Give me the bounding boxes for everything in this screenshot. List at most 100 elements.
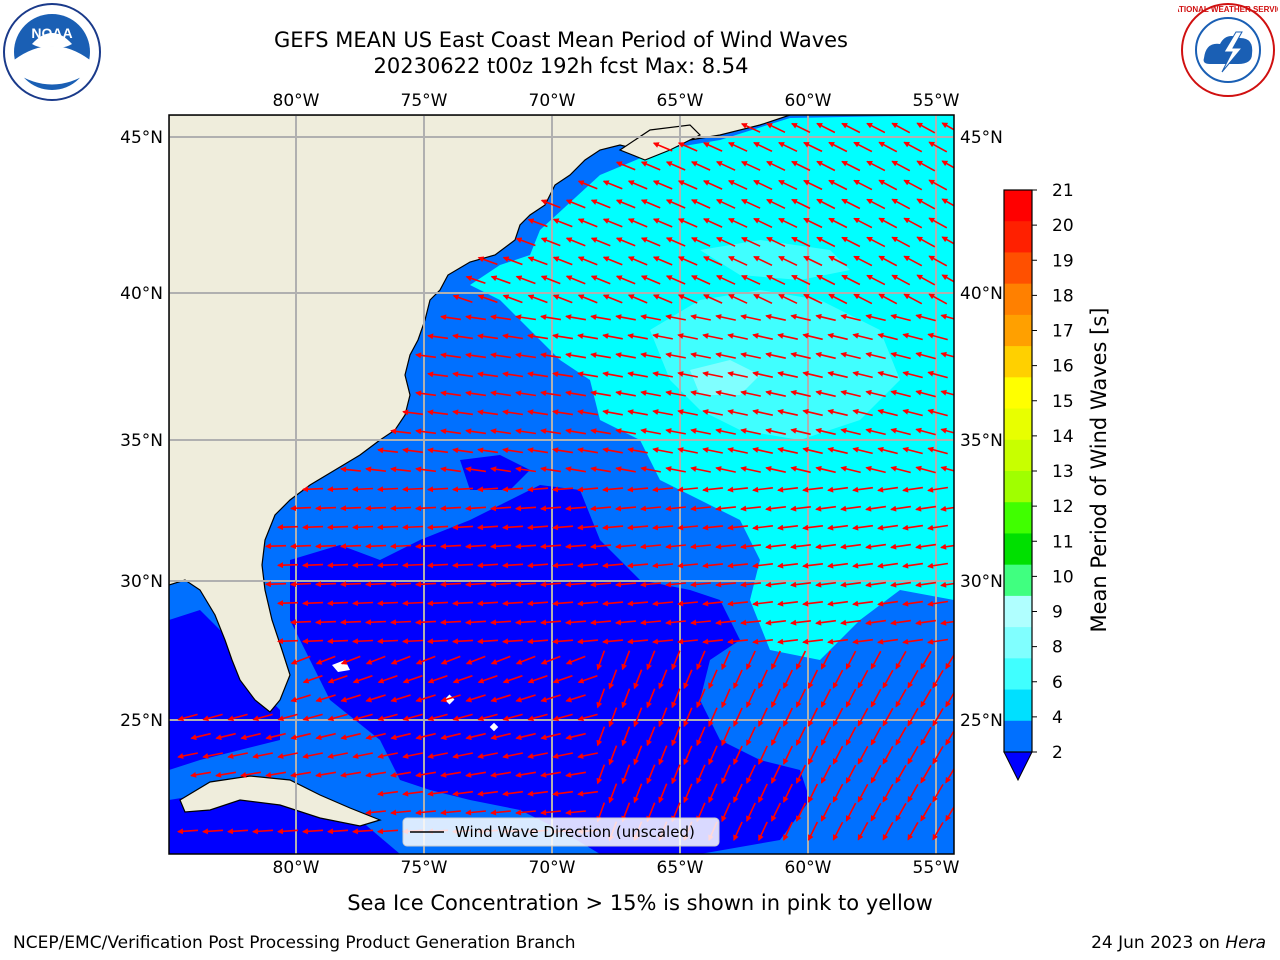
wind-arrow <box>621 688 631 709</box>
map-panel <box>169 115 954 854</box>
wind-arrow <box>465 694 486 703</box>
wind-arrow <box>753 293 773 305</box>
wind-arrow <box>690 466 711 473</box>
wind-arrow <box>640 161 661 171</box>
wind-arrow <box>702 447 723 454</box>
wind-arrow <box>502 674 523 684</box>
wind-arrow <box>415 352 437 359</box>
wind-arrow <box>890 505 912 512</box>
wind-arrow <box>477 447 499 454</box>
wind-arrow <box>640 619 662 626</box>
colorbar-tick-label: 19 <box>1052 251 1074 271</box>
chart-title: GEFS MEAN US East Coast Mean Period of W… <box>274 28 848 52</box>
wind-arrow <box>302 674 323 684</box>
wind-arrow <box>852 408 873 417</box>
wind-arrow <box>927 562 949 569</box>
lon-tick-label: 70°W <box>529 91 576 111</box>
wind-arrow <box>696 764 706 785</box>
wind-arrow <box>365 694 386 703</box>
wind-arrow <box>715 581 736 588</box>
wind-arrow <box>290 505 312 512</box>
wind-arrow <box>665 428 686 435</box>
wind-arrow <box>777 524 798 531</box>
wind-arrow <box>791 198 811 210</box>
wind-arrow <box>877 446 898 455</box>
wind-arrow <box>552 333 574 340</box>
wind-arrow <box>795 688 807 708</box>
wind-arrow <box>365 619 387 626</box>
wind-arrow <box>490 771 512 778</box>
wind-arrow <box>752 486 773 493</box>
wind-arrow <box>252 752 273 759</box>
wind-arrow <box>427 752 448 759</box>
wind-arrow <box>795 764 807 784</box>
wind-arrow <box>916 236 936 248</box>
wind-arrow <box>857 821 869 841</box>
wind-arrow <box>895 688 907 708</box>
wind-arrow <box>727 486 748 493</box>
wind-arrow <box>827 370 848 379</box>
wind-arrow <box>677 638 698 645</box>
wind-arrow <box>770 802 782 822</box>
wind-arrow <box>615 581 637 588</box>
wind-arrow <box>452 562 474 569</box>
wind-arrow <box>790 581 811 588</box>
wind-arrow <box>652 638 674 645</box>
wind-arrow <box>590 199 611 209</box>
wind-arrow <box>853 141 873 153</box>
wind-arrow <box>377 600 399 607</box>
wind-arrow <box>252 828 274 835</box>
wind-arrow <box>340 466 361 473</box>
wind-arrow <box>215 771 237 778</box>
wind-arrow <box>552 790 574 797</box>
wind-arrow <box>240 771 262 778</box>
wind-arrow <box>440 771 462 778</box>
colorbar-segment <box>1004 314 1032 347</box>
wind-arrow <box>702 562 723 569</box>
lon-tick-label: 70°W <box>529 858 576 878</box>
wind-arrow <box>327 713 348 722</box>
wind-arrow <box>940 389 954 396</box>
wind-arrow <box>903 217 923 229</box>
wind-arrow <box>841 160 861 172</box>
wind-arrow <box>752 370 773 378</box>
wind-arrow <box>827 408 848 417</box>
lat-tick-label: 45°N <box>120 128 163 148</box>
wind-arrow <box>427 486 449 493</box>
wind-arrow <box>427 600 449 607</box>
colorbar-segment <box>1004 377 1032 410</box>
wind-arrow <box>540 275 561 285</box>
wind-arrow <box>652 180 673 190</box>
lat-tick-label: 40°N <box>120 284 163 304</box>
wind-arrow <box>752 562 773 569</box>
wind-arrow <box>740 237 761 247</box>
wind-arrow <box>315 771 337 778</box>
wind-arrow <box>865 581 887 588</box>
wind-arrow <box>527 674 548 684</box>
wind-arrow <box>390 466 411 473</box>
wind-arrow <box>633 745 643 766</box>
wind-arrow <box>927 370 948 379</box>
wind-arrow <box>807 707 819 727</box>
wind-arrow <box>415 581 437 588</box>
wind-arrow <box>677 409 698 416</box>
wind-arrow <box>727 524 748 531</box>
wind-arrow <box>903 141 923 153</box>
wind-arrow <box>652 218 673 228</box>
wind-arrow <box>665 161 686 171</box>
wind-arrow <box>577 333 599 340</box>
wind-arrow <box>452 371 474 378</box>
wind-arrow <box>878 293 898 305</box>
wind-arrow <box>340 732 361 741</box>
wind-arrow <box>402 790 424 797</box>
wind-arrow <box>877 524 899 531</box>
wind-arrow <box>227 713 248 722</box>
wind-arrow <box>878 217 898 229</box>
wind-arrow <box>708 669 718 690</box>
wind-arrow <box>427 409 449 416</box>
wind-arrow <box>840 619 862 626</box>
wind-arrow <box>727 218 748 228</box>
wind-arrow <box>902 446 923 455</box>
wind-arrow <box>777 446 798 454</box>
wind-arrow <box>490 655 511 665</box>
